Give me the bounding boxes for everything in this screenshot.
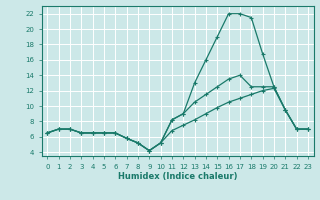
X-axis label: Humidex (Indice chaleur): Humidex (Indice chaleur): [118, 172, 237, 181]
